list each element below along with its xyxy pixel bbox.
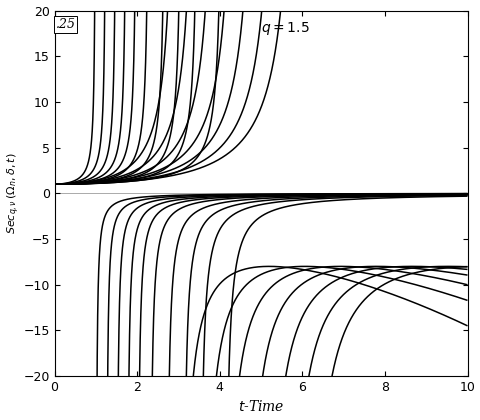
Y-axis label: $Sec_{q,\nu}\,(\Omega_n, \delta, t)$: $Sec_{q,\nu}\,(\Omega_n, \delta, t)$ bbox=[6, 152, 22, 234]
Text: .25: .25 bbox=[55, 18, 75, 31]
Text: $q = 1.5$: $q = 1.5$ bbox=[261, 20, 309, 37]
X-axis label: $t$-Time: $t$-Time bbox=[237, 399, 284, 415]
